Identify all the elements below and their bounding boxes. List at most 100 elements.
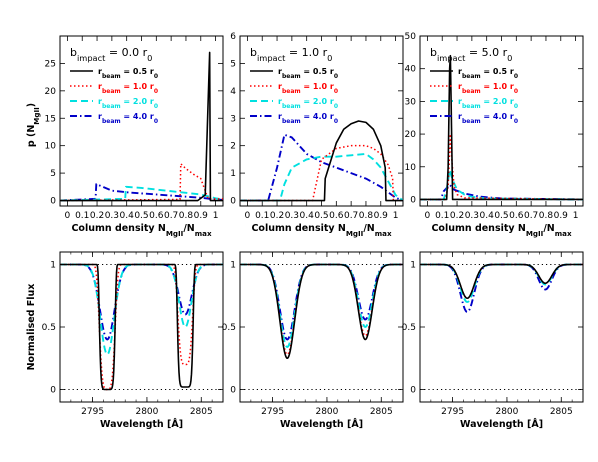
x-tick-label: 2795 [81, 407, 104, 417]
y-tick-label: 25 [45, 59, 56, 69]
y-tick-label: 4 [230, 87, 236, 97]
y-tick-label: 0.5 [42, 323, 56, 333]
y-tick-label: 0.5 [222, 323, 236, 333]
x-tick-label: 0.5 [134, 211, 148, 221]
x-tick-label: 0.5 [494, 211, 508, 221]
x-axis-label: Column density NMgII/Nmax [251, 223, 392, 238]
x-tick-label: 0.9 [554, 211, 569, 221]
x-tick-label: 0.4 [300, 211, 315, 221]
x-tick-label: 0.6 [329, 211, 344, 221]
legend-label-3: rbeam = 2.0 r0 [278, 97, 338, 110]
series-line-3 [420, 263, 583, 303]
y-tick-label: 0 [230, 386, 236, 396]
y-tick-label: 15 [45, 114, 56, 124]
x-tick-label: 2805 [190, 407, 213, 417]
series-line-1 [420, 263, 583, 300]
x-tick-label: 0.6 [509, 211, 524, 221]
plot-area [240, 263, 403, 390]
series-line-1 [420, 54, 583, 201]
x-tick-label: 0.2 [270, 211, 284, 221]
legend-label-4: rbeam = 4.0 r0 [458, 112, 518, 125]
panel-title: bimpact = 0.0 r0 [70, 46, 152, 63]
plot-frame [419, 251, 584, 403]
x-tick-label: 0.6 [149, 211, 164, 221]
x-tick-label: 0.2 [450, 211, 464, 221]
x-tick-label: 0 [425, 211, 431, 221]
panel-top-middle: 0 0.1 0.2 0.3 0.4 0.5 0.6 0.7 0.8 0.9 1 0 1 2 3 4 5 6 Colu… [230, 32, 404, 238]
x-tick-label: 0.3 [285, 211, 299, 221]
x-axis-label: Wavelength [Å] [100, 419, 183, 430]
plot-area [60, 263, 223, 391]
x-tick-label: 0.3 [465, 211, 479, 221]
series-line-3 [60, 185, 223, 202]
legend-label-1: rbeam = 0.5 r0 [98, 67, 158, 80]
y-tick-label: 0 [50, 386, 56, 396]
panel-bottom-right: 2795 2800 2805 0 0.5 1 Wavelength [Å] [402, 251, 584, 430]
bottom-y-axis-label: Normalised Flux [26, 284, 37, 371]
x-tick-label: 0.5 [314, 211, 328, 221]
y-tick-label: 1 [230, 261, 236, 271]
x-tick-label: 0.4 [120, 211, 135, 221]
y-tick-label: 0 [410, 195, 416, 205]
x-tick-label: 2795 [261, 407, 284, 417]
x-tick-label: 0.8 [179, 211, 194, 221]
series-line-4 [420, 263, 583, 313]
series-line-1 [240, 120, 403, 202]
panel-top-right: 0 0.1 0.2 0.3 0.4 0.5 0.6 0.7 0.8 0.9 101020304050… [405, 32, 584, 238]
series-line-4 [240, 133, 403, 202]
y-tick-label: 0 [230, 197, 236, 207]
x-tick-label: 1 [573, 211, 579, 221]
x-tick-label: 0.9 [194, 211, 209, 221]
panel-bottom-left: 2795 2800 2805 0 0.5 1 Wavelength [Å] [42, 251, 224, 430]
x-tick-label: 0.7 [164, 211, 178, 221]
x-tick-label: 0.1 [255, 211, 269, 221]
panel-top-left: 0 0.1 0.2 0.3 0.4 0.5 0.6 0.7 0.8 0.9 10510152025C… [45, 35, 224, 238]
x-tick-label: 2805 [550, 407, 573, 417]
x-tick-label: 1 [213, 211, 219, 221]
panels: 0 0.1 0.2 0.3 0.4 0.5 0.6 0.7 0.8 0.9 10510152025C… [42, 32, 584, 430]
x-tick-label: 0.4 [480, 211, 495, 221]
series-line-1 [60, 263, 223, 391]
panel-title: bimpact = 1.0 r0 [250, 46, 332, 63]
y-tick-label: 0 [410, 386, 416, 396]
x-tick-label: 2805 [370, 407, 393, 417]
plot-frame [59, 251, 224, 403]
x-tick-label: 2800 [315, 407, 338, 417]
x-axis-label: Column density NMgII/Nmax [71, 223, 212, 238]
x-axis-label: Column density NMgII/Nmax [431, 223, 572, 238]
panel-title: bimpact = 5.0 r0 [430, 46, 512, 63]
x-axis-label: Wavelength [Å] [460, 419, 543, 430]
y-tick-label: 20 [45, 87, 57, 97]
x-tick-label: 0.7 [524, 211, 538, 221]
y-tick-label: 50 [405, 32, 417, 42]
series-line-2 [60, 263, 223, 391]
x-tick-label: 0.1 [75, 211, 89, 221]
y-tick-label: 5 [50, 169, 56, 179]
y-tick-label: 10 [45, 142, 57, 152]
y-tick-label: 5 [230, 59, 236, 69]
y-tick-label: 10 [405, 163, 417, 173]
series-line-4 [420, 183, 583, 201]
y-tick-label: 40 [405, 65, 417, 75]
x-tick-label: 0.8 [359, 211, 374, 221]
plot-area [240, 120, 403, 202]
y-tick-label: 1 [410, 261, 416, 271]
x-tick-label: 0.3 [105, 211, 119, 221]
series-line-3 [240, 152, 403, 202]
x-tick-label: 1 [393, 211, 399, 221]
x-tick-label: 0.9 [374, 211, 389, 221]
x-tick-label: 2795 [441, 407, 464, 417]
plot-area [420, 54, 583, 201]
y-tick-label: 20 [405, 130, 417, 140]
series-line-3 [420, 169, 583, 201]
x-axis-label: Wavelength [Å] [280, 419, 363, 430]
legend-label-4: rbeam = 4.0 r0 [98, 112, 158, 125]
x-tick-label: 0 [65, 211, 71, 221]
x-tick-label: 0.2 [90, 211, 104, 221]
y-tick-label: 1 [50, 261, 56, 271]
series-line-1 [60, 51, 223, 202]
x-tick-label: 0.1 [435, 211, 449, 221]
y-tick-label: 0 [50, 197, 56, 207]
legend-label-1: rbeam = 0.5 r0 [458, 67, 518, 80]
